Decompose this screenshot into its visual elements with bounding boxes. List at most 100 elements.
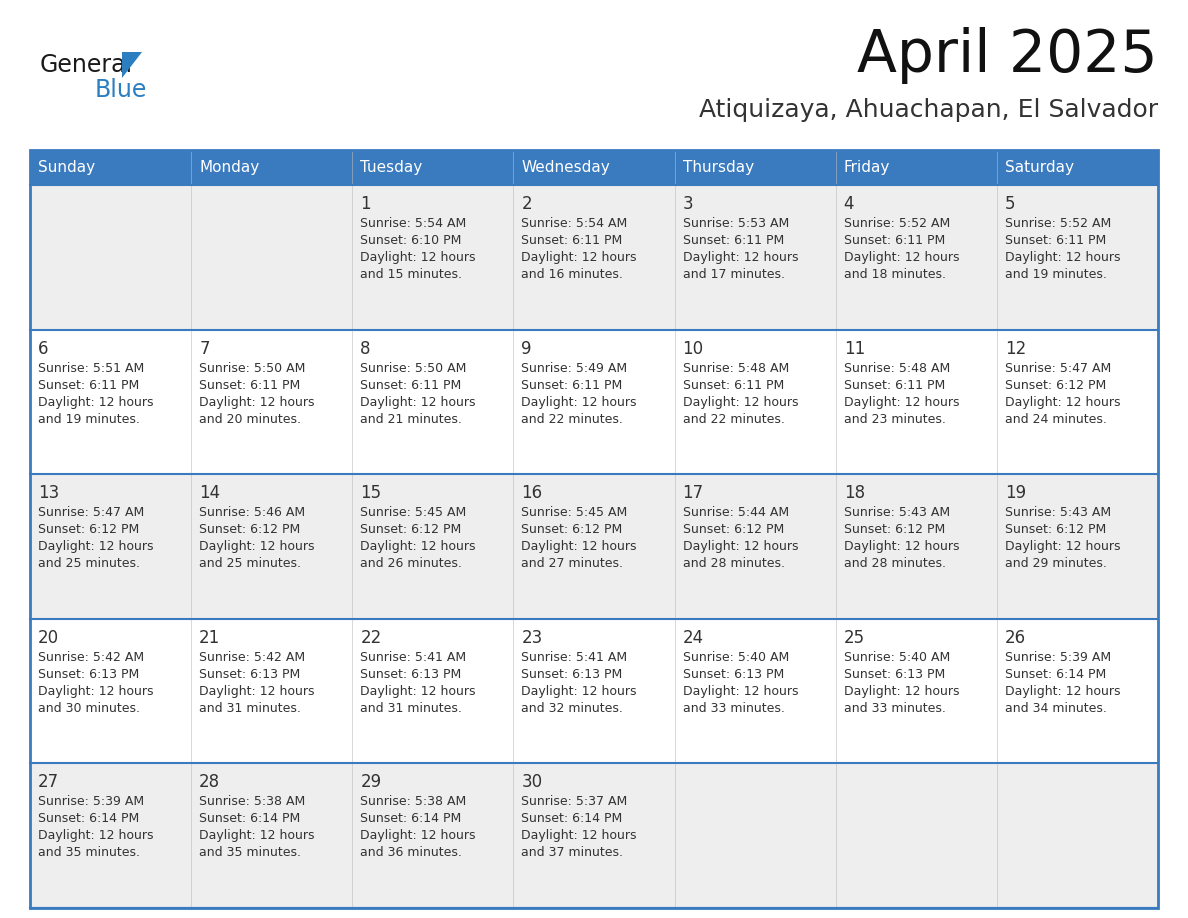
Text: 23: 23 bbox=[522, 629, 543, 647]
Bar bbox=[675, 619, 835, 764]
Text: and 35 minutes.: and 35 minutes. bbox=[200, 846, 301, 859]
Text: Sunset: 6:14 PM: Sunset: 6:14 PM bbox=[522, 812, 623, 825]
Bar bbox=[997, 475, 1158, 619]
Text: Daylight: 12 hours: Daylight: 12 hours bbox=[360, 540, 475, 554]
Text: Sunrise: 5:42 AM: Sunrise: 5:42 AM bbox=[200, 651, 305, 664]
Text: Saturday: Saturday bbox=[1005, 160, 1074, 175]
Text: Sunset: 6:11 PM: Sunset: 6:11 PM bbox=[843, 378, 944, 392]
Text: and 29 minutes.: and 29 minutes. bbox=[1005, 557, 1107, 570]
Text: Sunrise: 5:48 AM: Sunrise: 5:48 AM bbox=[683, 362, 789, 375]
Text: Sunrise: 5:53 AM: Sunrise: 5:53 AM bbox=[683, 217, 789, 230]
Bar bbox=[30, 150, 191, 185]
Bar bbox=[675, 475, 835, 619]
Bar bbox=[513, 764, 675, 908]
Text: Thursday: Thursday bbox=[683, 160, 753, 175]
Text: 6: 6 bbox=[38, 340, 49, 358]
Bar bbox=[997, 185, 1158, 330]
Text: Daylight: 12 hours: Daylight: 12 hours bbox=[522, 396, 637, 409]
Text: Sunset: 6:11 PM: Sunset: 6:11 PM bbox=[360, 378, 461, 392]
Text: and 28 minutes.: and 28 minutes. bbox=[683, 557, 784, 570]
Bar bbox=[835, 619, 997, 764]
Bar bbox=[191, 150, 353, 185]
Text: Sunrise: 5:52 AM: Sunrise: 5:52 AM bbox=[1005, 217, 1111, 230]
Bar bbox=[191, 764, 353, 908]
Text: 30: 30 bbox=[522, 773, 543, 791]
Text: Sunrise: 5:54 AM: Sunrise: 5:54 AM bbox=[360, 217, 467, 230]
Text: 21: 21 bbox=[200, 629, 221, 647]
Text: Daylight: 12 hours: Daylight: 12 hours bbox=[522, 540, 637, 554]
Text: 15: 15 bbox=[360, 484, 381, 502]
Text: Sunrise: 5:52 AM: Sunrise: 5:52 AM bbox=[843, 217, 950, 230]
Text: Daylight: 12 hours: Daylight: 12 hours bbox=[200, 540, 315, 554]
Text: Daylight: 12 hours: Daylight: 12 hours bbox=[1005, 396, 1120, 409]
Text: and 27 minutes.: and 27 minutes. bbox=[522, 557, 624, 570]
Bar bbox=[513, 475, 675, 619]
Text: 17: 17 bbox=[683, 484, 703, 502]
Text: and 16 minutes.: and 16 minutes. bbox=[522, 268, 624, 281]
Bar bbox=[353, 475, 513, 619]
Text: Daylight: 12 hours: Daylight: 12 hours bbox=[843, 251, 959, 264]
Text: 12: 12 bbox=[1005, 340, 1026, 358]
Text: and 22 minutes.: and 22 minutes. bbox=[522, 412, 624, 426]
Text: and 21 minutes.: and 21 minutes. bbox=[360, 412, 462, 426]
Text: Sunset: 6:13 PM: Sunset: 6:13 PM bbox=[683, 667, 784, 681]
Text: Blue: Blue bbox=[95, 78, 147, 102]
Bar bbox=[191, 185, 353, 330]
Text: and 31 minutes.: and 31 minutes. bbox=[200, 701, 301, 715]
Bar bbox=[513, 619, 675, 764]
Text: 19: 19 bbox=[1005, 484, 1026, 502]
Text: 10: 10 bbox=[683, 340, 703, 358]
Text: Daylight: 12 hours: Daylight: 12 hours bbox=[522, 829, 637, 843]
Text: Daylight: 12 hours: Daylight: 12 hours bbox=[683, 685, 798, 698]
Text: Sunrise: 5:54 AM: Sunrise: 5:54 AM bbox=[522, 217, 627, 230]
Text: Sunday: Sunday bbox=[38, 160, 95, 175]
Text: Daylight: 12 hours: Daylight: 12 hours bbox=[200, 685, 315, 698]
Text: Sunrise: 5:45 AM: Sunrise: 5:45 AM bbox=[360, 506, 467, 520]
Text: Sunset: 6:11 PM: Sunset: 6:11 PM bbox=[1005, 234, 1106, 247]
Text: Daylight: 12 hours: Daylight: 12 hours bbox=[683, 251, 798, 264]
Text: Daylight: 12 hours: Daylight: 12 hours bbox=[200, 396, 315, 409]
Text: Daylight: 12 hours: Daylight: 12 hours bbox=[1005, 540, 1120, 554]
Text: Sunrise: 5:47 AM: Sunrise: 5:47 AM bbox=[38, 506, 144, 520]
Text: and 18 minutes.: and 18 minutes. bbox=[843, 268, 946, 281]
Text: and 20 minutes.: and 20 minutes. bbox=[200, 412, 301, 426]
Text: Sunset: 6:11 PM: Sunset: 6:11 PM bbox=[38, 378, 139, 392]
Bar bbox=[513, 330, 675, 475]
Bar bbox=[30, 185, 191, 330]
Text: Daylight: 12 hours: Daylight: 12 hours bbox=[38, 540, 153, 554]
Text: Sunrise: 5:44 AM: Sunrise: 5:44 AM bbox=[683, 506, 789, 520]
Text: Daylight: 12 hours: Daylight: 12 hours bbox=[360, 685, 475, 698]
Text: 3: 3 bbox=[683, 195, 693, 213]
Text: Sunset: 6:10 PM: Sunset: 6:10 PM bbox=[360, 234, 462, 247]
Text: and 33 minutes.: and 33 minutes. bbox=[843, 701, 946, 715]
Polygon shape bbox=[122, 52, 143, 78]
Text: Sunrise: 5:46 AM: Sunrise: 5:46 AM bbox=[200, 506, 305, 520]
Text: 9: 9 bbox=[522, 340, 532, 358]
Text: 28: 28 bbox=[200, 773, 220, 791]
Text: 20: 20 bbox=[38, 629, 59, 647]
Text: Sunset: 6:14 PM: Sunset: 6:14 PM bbox=[38, 812, 139, 825]
Text: 4: 4 bbox=[843, 195, 854, 213]
Text: Sunrise: 5:40 AM: Sunrise: 5:40 AM bbox=[843, 651, 950, 664]
Text: Sunrise: 5:41 AM: Sunrise: 5:41 AM bbox=[522, 651, 627, 664]
Text: Daylight: 12 hours: Daylight: 12 hours bbox=[843, 540, 959, 554]
Text: and 17 minutes.: and 17 minutes. bbox=[683, 268, 784, 281]
Text: 13: 13 bbox=[38, 484, 59, 502]
Text: and 37 minutes.: and 37 minutes. bbox=[522, 846, 624, 859]
Text: Sunset: 6:11 PM: Sunset: 6:11 PM bbox=[843, 234, 944, 247]
Text: 29: 29 bbox=[360, 773, 381, 791]
Bar bbox=[675, 330, 835, 475]
Text: Tuesday: Tuesday bbox=[360, 160, 423, 175]
Text: 11: 11 bbox=[843, 340, 865, 358]
Text: Sunset: 6:12 PM: Sunset: 6:12 PM bbox=[200, 523, 301, 536]
Text: 18: 18 bbox=[843, 484, 865, 502]
Text: and 35 minutes.: and 35 minutes. bbox=[38, 846, 140, 859]
Text: Sunset: 6:11 PM: Sunset: 6:11 PM bbox=[683, 378, 784, 392]
Text: Sunset: 6:12 PM: Sunset: 6:12 PM bbox=[1005, 523, 1106, 536]
Text: and 23 minutes.: and 23 minutes. bbox=[843, 412, 946, 426]
Text: Sunrise: 5:38 AM: Sunrise: 5:38 AM bbox=[200, 795, 305, 809]
Text: Sunset: 6:13 PM: Sunset: 6:13 PM bbox=[522, 667, 623, 681]
Text: Daylight: 12 hours: Daylight: 12 hours bbox=[683, 396, 798, 409]
Text: Sunset: 6:14 PM: Sunset: 6:14 PM bbox=[200, 812, 301, 825]
Text: Daylight: 12 hours: Daylight: 12 hours bbox=[843, 396, 959, 409]
